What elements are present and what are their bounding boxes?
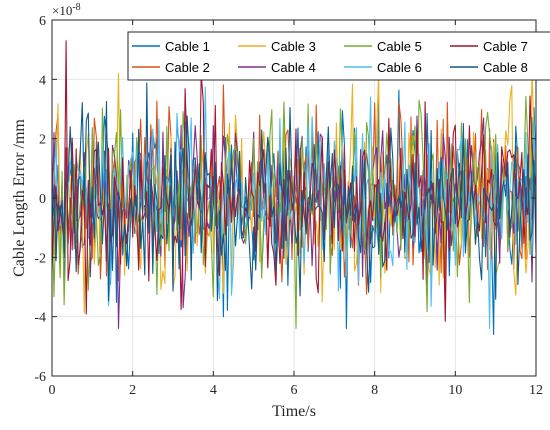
legend-label-cable-2: Cable 2 (165, 60, 210, 75)
x-tick-label: 0 (49, 383, 56, 398)
y-tick-label: -2 (34, 251, 46, 266)
y-exponent-label: ×10-8 (52, 2, 81, 19)
legend-label-cable-1: Cable 1 (165, 39, 210, 54)
axis-ticks: 0 2 4 6 8 10 12 -6 -4 -2 0 2 4 6 (34, 14, 543, 398)
y-exponent-base: ×10 (52, 3, 72, 18)
legend-label-cable-4: Cable 4 (271, 60, 316, 75)
y-exponent-power: -8 (72, 2, 80, 13)
y-tick-label: 0 (39, 192, 46, 207)
x-tick-label: 4 (210, 383, 217, 398)
x-tick-label: 10 (448, 383, 462, 398)
x-tick-label: 6 (291, 383, 298, 398)
y-tick-label: -4 (34, 311, 46, 326)
legend-label-cable-8: Cable 8 (483, 60, 528, 75)
legend-box (127, 31, 550, 81)
series-line-cable-7 (51, 40, 537, 322)
x-tick-label: 8 (371, 383, 378, 398)
series-line-cable-8 (51, 82, 537, 302)
legend-label-cable-3: Cable 3 (271, 39, 316, 54)
y-tick-label: 6 (39, 14, 46, 29)
legend: Cable 1 Cable 2 Cable 3 Cable 4 Cable 5 Cable… (127, 31, 550, 81)
y-axis-title: Cable Length Error /mm (11, 119, 28, 277)
y-tick-label: -6 (34, 370, 46, 385)
legend-label-cable-7: Cable 7 (483, 39, 528, 54)
x-tick-label: 12 (529, 383, 543, 398)
legend-label-cable-6: Cable 6 (377, 60, 422, 75)
x-tick-label: 2 (129, 383, 136, 398)
legend-label-cable-5: Cable 5 (377, 39, 422, 54)
y-tick-label: 2 (39, 133, 46, 148)
series-lines (51, 40, 537, 336)
y-tick-label: 4 (39, 73, 46, 88)
x-axis-title: Time/s (272, 403, 316, 420)
